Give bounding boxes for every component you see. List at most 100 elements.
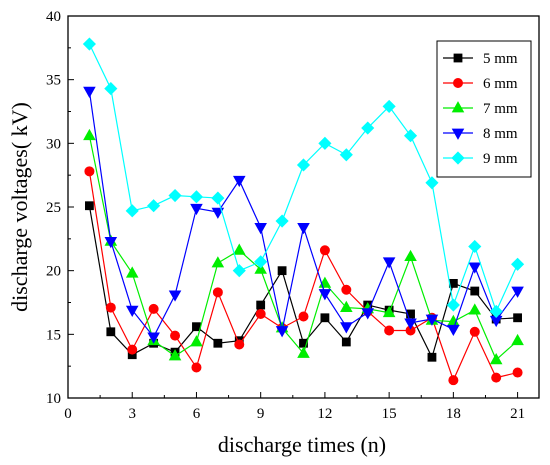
legend-box: [436, 40, 532, 178]
data-point: [469, 326, 480, 337]
legend: 5 mm 6 mm 7 mm 8 mm 9 mm: [436, 40, 532, 178]
data-point: [254, 255, 268, 269]
x-tick-label: 3: [128, 406, 136, 422]
data-point: [361, 121, 375, 135]
data-point: [232, 175, 246, 188]
data-point: [318, 136, 332, 150]
data-point: [213, 338, 223, 348]
series-6-mm: [84, 166, 523, 386]
data-point: [320, 313, 330, 323]
data-point: [468, 303, 482, 315]
data-point: [83, 128, 96, 141]
data-point: [170, 330, 181, 341]
legend-item: 7 mm: [443, 101, 518, 117]
data-point: [106, 327, 116, 337]
data-point: [406, 309, 415, 319]
data-point: [448, 375, 459, 386]
data-point: [297, 346, 310, 358]
data-point: [512, 367, 523, 378]
data-point: [82, 37, 96, 51]
x-tick-label: 12: [317, 406, 332, 422]
legend-marker: [453, 53, 463, 63]
data-point: [275, 214, 289, 228]
data-point: [254, 222, 267, 235]
x-tick-label: 9: [257, 406, 265, 422]
x-axis-title: discharge times (n): [218, 432, 386, 457]
x-tick-label: 0: [64, 406, 72, 422]
series-8-mm: [83, 86, 524, 344]
data-point: [104, 82, 118, 96]
data-point: [277, 266, 287, 276]
data-point: [212, 287, 223, 298]
legend-item: 9 mm: [443, 151, 518, 167]
y-tick-label: 20: [46, 264, 61, 280]
data-point: [125, 305, 139, 317]
y-tick-label: 35: [46, 73, 61, 89]
data-point: [83, 86, 96, 98]
legend-item: 8 mm: [443, 126, 518, 142]
legend-label: 5 mm: [483, 51, 518, 67]
data-point: [84, 166, 95, 177]
plot-series: [82, 37, 525, 386]
data-point: [256, 300, 266, 310]
data-point: [211, 191, 225, 205]
legend-item: 5 mm: [443, 51, 518, 67]
data-point: [148, 303, 159, 314]
data-point: [211, 256, 225, 268]
data-point: [425, 314, 439, 326]
data-point: [513, 313, 522, 323]
data-point: [425, 176, 439, 190]
data-point: [340, 322, 353, 334]
data-point: [254, 262, 267, 274]
data-point: [125, 204, 139, 218]
data-point: [511, 333, 524, 346]
data-point: [298, 311, 309, 322]
data-point: [339, 148, 353, 162]
data-point: [189, 190, 204, 204]
data-point: [190, 335, 203, 347]
x-tick-label: 6: [193, 406, 201, 422]
data-point: [403, 129, 418, 143]
y-tick-label: 15: [46, 327, 61, 343]
data-point: [255, 308, 266, 319]
y-tick-label: 40: [46, 9, 61, 25]
data-point: [427, 352, 437, 362]
x-tick-label: 18: [446, 406, 461, 422]
data-point: [125, 266, 139, 278]
data-point: [232, 264, 246, 278]
legend-label: 6 mm: [483, 76, 518, 92]
data-point: [104, 236, 118, 249]
legend-marker: [451, 101, 465, 113]
data-point: [340, 300, 353, 312]
legend-marker: [451, 128, 465, 140]
data-point: [318, 289, 332, 301]
series-9-mm: [82, 37, 525, 318]
data-point: [468, 239, 482, 254]
data-point: [105, 302, 116, 313]
y-axis-title: discharge voltages( kV): [7, 102, 32, 312]
data-point: [127, 344, 138, 355]
legend-marker: [452, 78, 463, 89]
data-point: [168, 188, 182, 203]
data-point: [211, 207, 225, 219]
axes: 0 3 6 9 12 15 18 21 10 15 20 25 30 35 40: [46, 9, 540, 422]
x-tick-label: 21: [510, 406, 525, 422]
data-point: [470, 286, 480, 296]
data-point: [382, 305, 396, 318]
data-point: [234, 339, 245, 350]
data-point: [404, 249, 417, 262]
data-point: [319, 245, 330, 256]
data-point: [382, 99, 396, 113]
y-tick-label: 25: [46, 200, 61, 216]
data-point: [511, 286, 524, 298]
legend-marker: [451, 151, 465, 165]
data-point: [404, 318, 417, 330]
data-point: [275, 326, 289, 338]
data-point: [296, 158, 311, 172]
data-point: [147, 332, 160, 344]
data-point: [446, 298, 460, 312]
data-point: [147, 199, 161, 213]
y-tick-label: 30: [46, 136, 61, 152]
data-point: [382, 257, 396, 269]
